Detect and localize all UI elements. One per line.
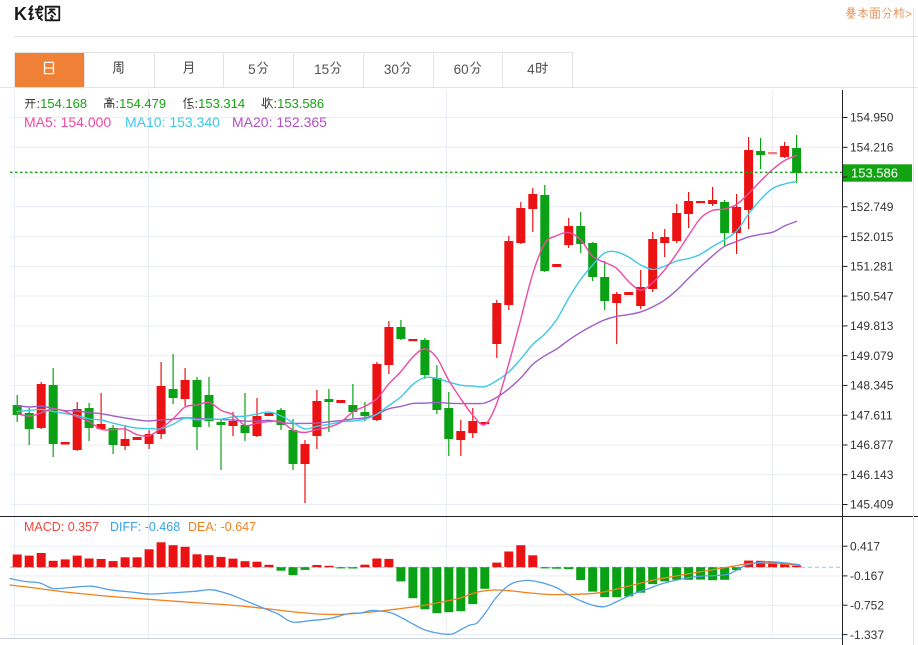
svg-text:154.950: 154.950 [850, 111, 894, 125]
svg-text:150.547: 150.547 [850, 289, 894, 303]
svg-text:-0.167: -0.167 [850, 569, 884, 583]
svg-text:147.611: 147.611 [850, 408, 893, 422]
svg-text:152.015: 152.015 [850, 230, 894, 244]
svg-text:151.281: 151.281 [850, 260, 894, 274]
svg-text:149.079: 149.079 [850, 349, 894, 363]
svg-text:154.216: 154.216 [850, 141, 894, 155]
svg-text:0.417: 0.417 [850, 539, 880, 553]
svg-text:146.143: 146.143 [850, 468, 894, 482]
svg-text:153.586: 153.586 [851, 165, 898, 180]
svg-text:152.749: 152.749 [850, 200, 894, 214]
svg-text:-0.752: -0.752 [850, 598, 884, 612]
svg-text:148.345: 148.345 [850, 379, 894, 393]
svg-text:-1.337: -1.337 [850, 628, 884, 642]
svg-text:146.877: 146.877 [850, 438, 894, 452]
svg-text:145.409: 145.409 [850, 498, 894, 512]
svg-text:149.813: 149.813 [850, 319, 894, 333]
